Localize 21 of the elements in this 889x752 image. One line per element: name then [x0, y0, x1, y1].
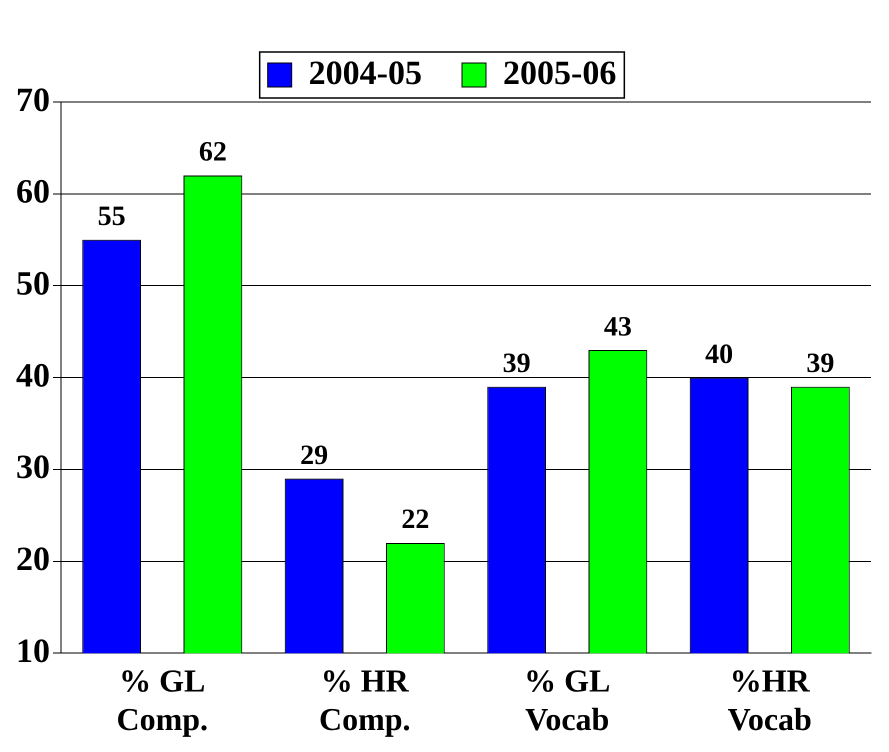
x-tick-label: % GL Vocab: [524, 662, 610, 738]
y-tick-label: 10: [16, 632, 50, 670]
data-label: 55: [98, 201, 126, 232]
y-tick-label: 70: [16, 82, 50, 119]
data-label: 40: [705, 338, 734, 370]
legend-label: 2004-05: [308, 54, 422, 92]
y-tick-label: 60: [16, 174, 50, 211]
y-tick-label: 20: [16, 541, 50, 578]
x-tick-label: % HR Comp.: [318, 662, 411, 738]
x-tick-label: %HR Vocab: [728, 662, 812, 738]
data-label: 43: [604, 311, 632, 342]
data-label: 39: [806, 348, 834, 380]
data-label: 29: [300, 440, 328, 471]
data-label: 39: [502, 348, 531, 380]
legend-label: 2005-06: [503, 54, 616, 92]
y-tick-label: 40: [16, 357, 50, 394]
data-label: 22: [401, 504, 430, 536]
x-tick-label: % GL Comp.: [116, 662, 208, 738]
y-tick-label: 30: [16, 449, 50, 486]
data-label: 62: [198, 136, 227, 168]
y-tick-label: 50: [16, 266, 50, 303]
